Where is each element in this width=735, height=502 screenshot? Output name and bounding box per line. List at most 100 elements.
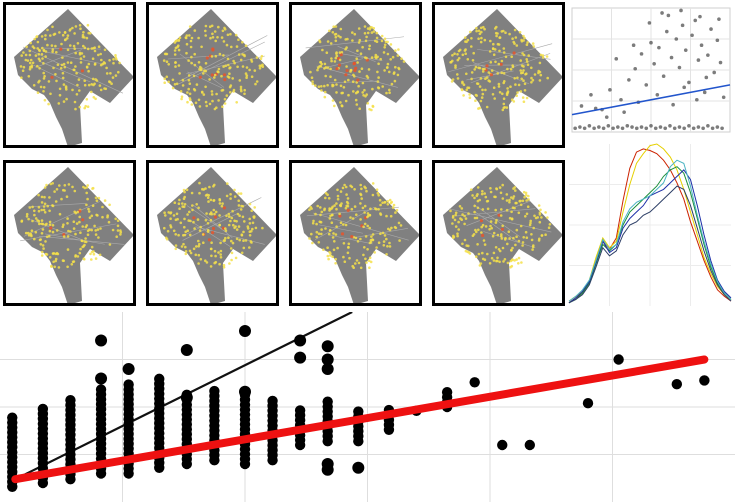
map-point bbox=[469, 30, 472, 34]
map-point bbox=[492, 42, 495, 46]
map-point bbox=[523, 195, 526, 199]
map-point bbox=[208, 25, 212, 29]
map-point bbox=[533, 214, 536, 218]
main-scatter-chart bbox=[0, 312, 735, 502]
map-point bbox=[368, 266, 371, 269]
map-point bbox=[20, 76, 23, 79]
scatter-point bbox=[352, 461, 365, 474]
map-point bbox=[476, 193, 479, 196]
map-point bbox=[98, 253, 102, 257]
map-point bbox=[238, 79, 242, 82]
map-point bbox=[315, 222, 318, 226]
scatter-point bbox=[627, 78, 631, 82]
scatter-point bbox=[180, 344, 193, 356]
map-point bbox=[493, 97, 496, 100]
map-point bbox=[498, 91, 502, 94]
map-point bbox=[182, 188, 186, 192]
map-point bbox=[203, 69, 206, 72]
map-point bbox=[202, 93, 206, 96]
map-point bbox=[467, 244, 470, 248]
map-point bbox=[502, 106, 506, 110]
map-point bbox=[468, 252, 472, 255]
map-point bbox=[503, 80, 506, 83]
map-point bbox=[244, 239, 248, 242]
map-point bbox=[479, 77, 483, 80]
map-point bbox=[335, 54, 339, 58]
map-point bbox=[215, 92, 218, 96]
map-point bbox=[375, 31, 379, 35]
map-point bbox=[230, 216, 234, 220]
map-point bbox=[394, 226, 398, 230]
map-point bbox=[465, 40, 468, 44]
map-point bbox=[531, 78, 535, 82]
map-point bbox=[359, 193, 363, 197]
map-point bbox=[76, 210, 79, 214]
map-point bbox=[388, 241, 391, 245]
map-point bbox=[475, 29, 478, 33]
map-point bbox=[496, 42, 500, 46]
map-road bbox=[183, 197, 262, 237]
map-point bbox=[204, 34, 207, 37]
map-point bbox=[90, 250, 94, 254]
map-point bbox=[324, 227, 327, 230]
map-point bbox=[91, 204, 95, 207]
map-land bbox=[14, 9, 133, 145]
map-point bbox=[353, 32, 357, 36]
map-point bbox=[241, 53, 244, 56]
map-point bbox=[311, 241, 314, 245]
map-point bbox=[520, 77, 523, 81]
map-point bbox=[87, 210, 91, 213]
map-point bbox=[511, 65, 515, 69]
map-point bbox=[454, 64, 457, 67]
map-point bbox=[332, 248, 336, 252]
map-point bbox=[208, 102, 212, 106]
map-point bbox=[197, 262, 200, 265]
scatter-point bbox=[597, 125, 601, 129]
map-point bbox=[235, 45, 239, 48]
map-point bbox=[28, 67, 32, 71]
map-point bbox=[341, 186, 345, 190]
map-point bbox=[379, 232, 382, 235]
map-point bbox=[375, 188, 379, 191]
map-point bbox=[521, 96, 525, 99]
map-point bbox=[216, 36, 219, 39]
map-point bbox=[222, 73, 227, 77]
map-point bbox=[22, 51, 25, 54]
scatter-point bbox=[65, 394, 76, 406]
map-point bbox=[47, 234, 51, 238]
map-point bbox=[327, 232, 331, 236]
map-point bbox=[241, 65, 245, 68]
map-point bbox=[71, 26, 74, 30]
scatter-point bbox=[666, 13, 671, 18]
map-point bbox=[57, 266, 61, 269]
map-point bbox=[453, 52, 456, 55]
map-point bbox=[173, 201, 177, 204]
map-point bbox=[94, 257, 98, 260]
map-point bbox=[328, 229, 332, 232]
map-point bbox=[334, 25, 338, 28]
map-point bbox=[230, 239, 233, 243]
map-point bbox=[484, 225, 488, 228]
map-point bbox=[178, 72, 181, 75]
scatter-point bbox=[613, 354, 624, 365]
map-point bbox=[42, 86, 46, 89]
map-point bbox=[477, 37, 480, 40]
scatter-point bbox=[321, 363, 334, 375]
map-point bbox=[110, 82, 113, 85]
map-point bbox=[55, 79, 58, 83]
map-point bbox=[108, 243, 112, 246]
map-point bbox=[227, 212, 231, 216]
map-point bbox=[501, 246, 505, 250]
map-point bbox=[105, 66, 108, 70]
map-point bbox=[388, 70, 391, 74]
map-point bbox=[76, 255, 80, 258]
map-point bbox=[206, 222, 210, 225]
map-point bbox=[512, 40, 515, 44]
scatter-point bbox=[683, 48, 688, 52]
map-point bbox=[526, 205, 530, 208]
map-point bbox=[63, 38, 67, 42]
map-point bbox=[62, 100, 66, 103]
map-point bbox=[197, 253, 201, 257]
map-point bbox=[67, 183, 71, 186]
map-point bbox=[242, 230, 245, 234]
